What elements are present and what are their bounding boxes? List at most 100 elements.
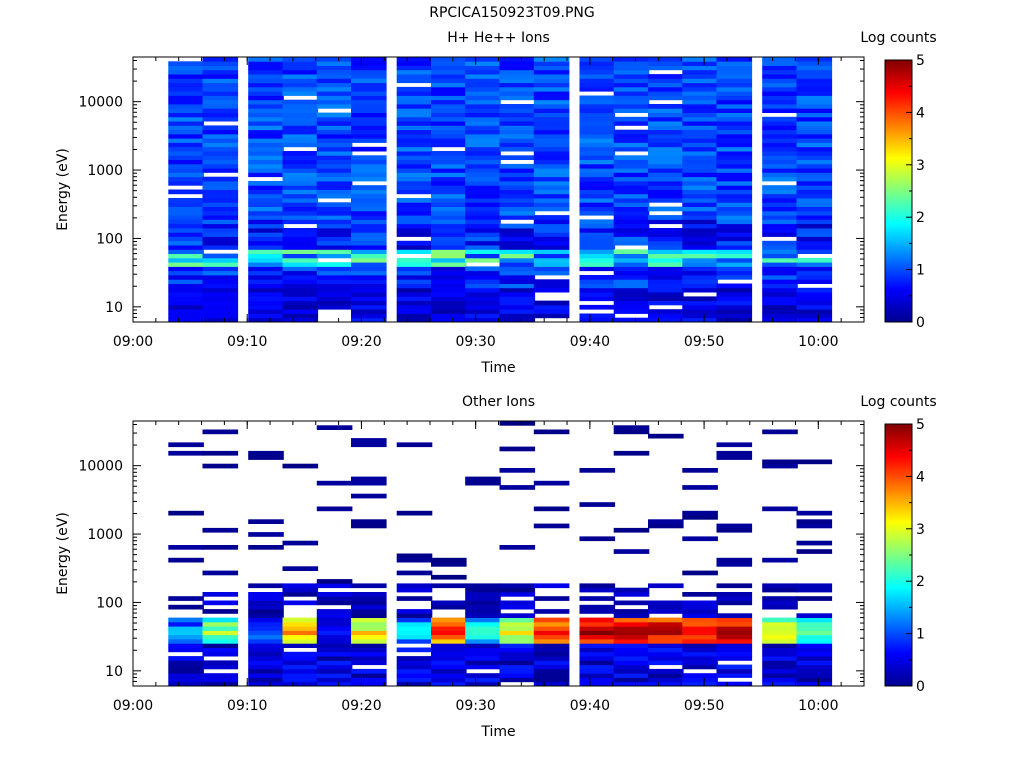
heatmap-cell [613, 215, 650, 220]
heatmap-cell [499, 664, 536, 670]
heatmap-cell [282, 304, 319, 310]
heatmap-cell [499, 176, 536, 182]
heatmap-cell [796, 138, 833, 143]
heatmap-cell [248, 193, 284, 199]
heatmap-cell [465, 296, 501, 302]
heatmap-cell [613, 587, 650, 593]
colorbar-tick-label: 4 [916, 105, 925, 121]
heatmap-cell [248, 65, 284, 71]
heatmap-cell [682, 155, 718, 160]
heatmap-cell [202, 300, 239, 306]
heatmap-cell [579, 468, 616, 473]
heatmap-cell [248, 245, 284, 250]
heatmap-cell [465, 660, 501, 666]
heatmap-cell [533, 245, 570, 250]
heatmap-cell [351, 493, 387, 499]
heatmap-cell [499, 262, 536, 267]
heatmap-cell [762, 583, 798, 589]
heatmap-cell [796, 202, 833, 207]
heatmap-cell [465, 656, 501, 661]
heatmap-cell [716, 95, 753, 101]
heatmap-cell [202, 185, 239, 190]
heatmap-cell [648, 309, 684, 314]
heatmap-cell [499, 643, 536, 648]
heatmap-cell [682, 138, 718, 143]
heatmap-cell [499, 309, 536, 314]
heatmap-cell [533, 159, 570, 165]
heatmap-cell [613, 630, 650, 636]
heatmap-cell [202, 61, 239, 66]
heatmap-cell [579, 116, 616, 122]
heatmap-cell [465, 639, 501, 644]
heatmap-cell [351, 480, 387, 486]
heatmap-cell [796, 129, 833, 135]
heatmap-cell [282, 159, 319, 165]
heatmap-cell [282, 69, 319, 75]
heatmap-cell [431, 245, 467, 250]
heatmap-cell [648, 125, 684, 131]
heatmap-cell [248, 108, 284, 113]
heatmap-cell [168, 223, 204, 229]
heatmap-cell [431, 270, 467, 276]
heatmap-cell [579, 95, 616, 101]
heatmap-cell [682, 172, 718, 178]
heatmap-cell [716, 206, 753, 212]
heatmap-cell [579, 617, 616, 623]
heatmap-cell [579, 266, 616, 272]
heatmap-cell [396, 240, 433, 246]
heatmap-cell [316, 116, 353, 122]
heatmap-cell [762, 313, 798, 319]
heatmap-cell [431, 651, 467, 657]
heatmap-cell [613, 270, 650, 276]
heatmap-cell [579, 604, 616, 610]
heatmap-cell [282, 270, 319, 276]
heatmap-cell [248, 129, 284, 135]
heatmap-cell [579, 240, 616, 246]
heatmap-cell [716, 146, 753, 152]
heatmap-cell [282, 540, 319, 546]
heatmap-cell [796, 617, 833, 623]
heatmap-cell [465, 232, 501, 237]
heatmap-cell [202, 189, 239, 195]
heatmap-cell [431, 296, 467, 302]
heatmap-cell [465, 181, 501, 186]
heatmap-cell [796, 287, 833, 293]
heatmap-cell [648, 228, 684, 233]
heatmap-cell [613, 600, 650, 606]
heatmap-cell [716, 189, 753, 195]
heatmap-cell [168, 116, 204, 122]
heatmap-cell [396, 673, 433, 678]
heatmap-cell [499, 245, 536, 250]
heatmap-cell [248, 681, 284, 687]
heatmap-cell [202, 313, 239, 319]
heatmap-cell [316, 656, 353, 661]
heatmap-cell [533, 163, 570, 169]
heatmap-cell [431, 604, 467, 610]
x-tick-label: 09:00 [113, 698, 153, 714]
heatmap-cell [499, 313, 536, 319]
heatmap-cell [351, 125, 387, 131]
heatmap-cell [682, 266, 718, 272]
heatmap-cell [168, 664, 204, 670]
heatmap-cell [533, 61, 570, 66]
heatmap-cell [499, 215, 536, 220]
heatmap-cell [579, 536, 616, 542]
heatmap-cell [202, 176, 239, 182]
heatmap-cell [682, 600, 718, 606]
heatmap-cell [202, 545, 239, 550]
heatmap-cell [431, 634, 467, 640]
heatmap-cell [579, 639, 616, 644]
heatmap-cell [682, 163, 718, 169]
heatmap-cell [682, 673, 718, 678]
heatmap-cell [762, 219, 798, 225]
heatmap-cell [499, 172, 536, 178]
heatmap-cell [465, 621, 501, 627]
heatmap-cell [499, 133, 536, 139]
heatmap-cell [716, 613, 753, 618]
heatmap-cell [282, 309, 319, 314]
heatmap-cell [431, 223, 467, 229]
heatmap-cell [499, 202, 536, 207]
heatmap-cell [465, 151, 501, 156]
heatmap-cell [499, 168, 536, 173]
heatmap-cell [202, 69, 239, 75]
